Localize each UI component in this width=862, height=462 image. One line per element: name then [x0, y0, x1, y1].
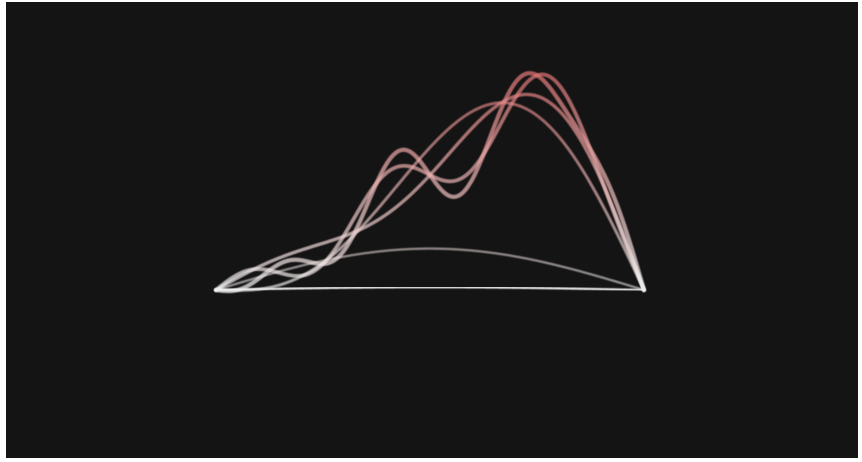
partial-sum-curve-2: [214, 247, 646, 292]
partial-sum-curve-6: [213, 71, 647, 294]
curve-group: [213, 71, 647, 294]
partial-sum-curve-3: [214, 101, 646, 292]
fourier-curves-svg: [213, 71, 647, 294]
visualization-canvas: [6, 2, 858, 458]
partial-sum-curve-1: [214, 286, 646, 292]
